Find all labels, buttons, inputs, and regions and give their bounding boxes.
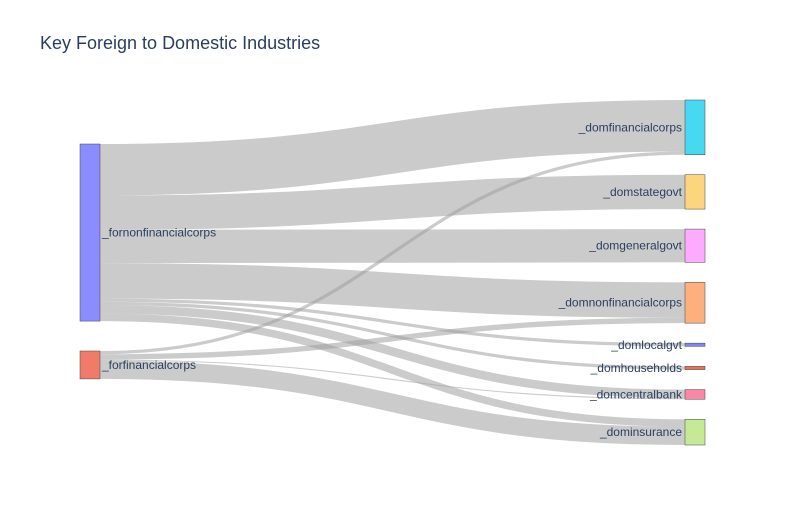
node-label-domstate: _domstategovt bbox=[602, 185, 682, 199]
link-forfin-to-domcb[interactable] bbox=[99, 359, 686, 400]
node-dominsur[interactable] bbox=[684, 418, 706, 446]
node-fornonfin[interactable] bbox=[79, 143, 101, 322]
link-fornonfin-to-domnonfin[interactable] bbox=[99, 263, 686, 318]
link-fornonfin-to-domlocal[interactable] bbox=[99, 298, 686, 347]
node-label-forfin: _forfinancialcorps bbox=[101, 358, 196, 372]
labels-layer: _fornonfinancialcorps _forfinancialcorps _… bbox=[101, 120, 683, 439]
link-forfin-to-domfin[interactable] bbox=[99, 151, 686, 355]
link-fornonfin-to-domfin[interactable] bbox=[99, 99, 686, 196]
chart-title: Key Foreign to Domestic Industries bbox=[40, 33, 321, 53]
link-fornonfin-to-domstate[interactable] bbox=[99, 174, 686, 230]
link-fornonfin-to-dominsur[interactable] bbox=[99, 313, 686, 427]
node-domfin[interactable] bbox=[684, 99, 706, 155]
node-label-fornonfin: _fornonfinancialcorps bbox=[101, 226, 216, 240]
node-domnonfin[interactable] bbox=[684, 282, 706, 324]
node-label-dominsur: _dominsurance bbox=[599, 425, 682, 439]
node-label-domlocal: _domlocalgvt bbox=[610, 338, 682, 352]
node-domcb[interactable] bbox=[684, 389, 706, 400]
link-forfin-to-domnonfin[interactable] bbox=[99, 317, 686, 360]
node-label-domnonfin: _domnonfinancialcorps bbox=[558, 296, 682, 310]
node-domlocal[interactable] bbox=[684, 342, 706, 347]
node-label-domfin: _domfinancialcorps bbox=[578, 120, 682, 134]
links-layer bbox=[99, 99, 686, 446]
link-forfin-to-dominsur[interactable] bbox=[99, 360, 686, 446]
nodes-layer bbox=[79, 99, 706, 446]
link-fornonfin-to-domgen[interactable] bbox=[99, 229, 686, 264]
node-domhh[interactable] bbox=[684, 366, 706, 370]
node-label-domhh: _domhouseholds bbox=[590, 361, 682, 375]
node-domstate[interactable] bbox=[684, 174, 706, 210]
node-domgen[interactable] bbox=[684, 228, 706, 263]
node-label-domcb: _domcentralbank bbox=[589, 387, 683, 401]
node-label-domgen: _domgeneralgovt bbox=[588, 239, 682, 253]
link-fornonfin-to-domhh[interactable] bbox=[99, 301, 686, 370]
link-fornonfin-to-domcb[interactable] bbox=[99, 304, 686, 399]
node-forfin[interactable] bbox=[79, 350, 101, 380]
